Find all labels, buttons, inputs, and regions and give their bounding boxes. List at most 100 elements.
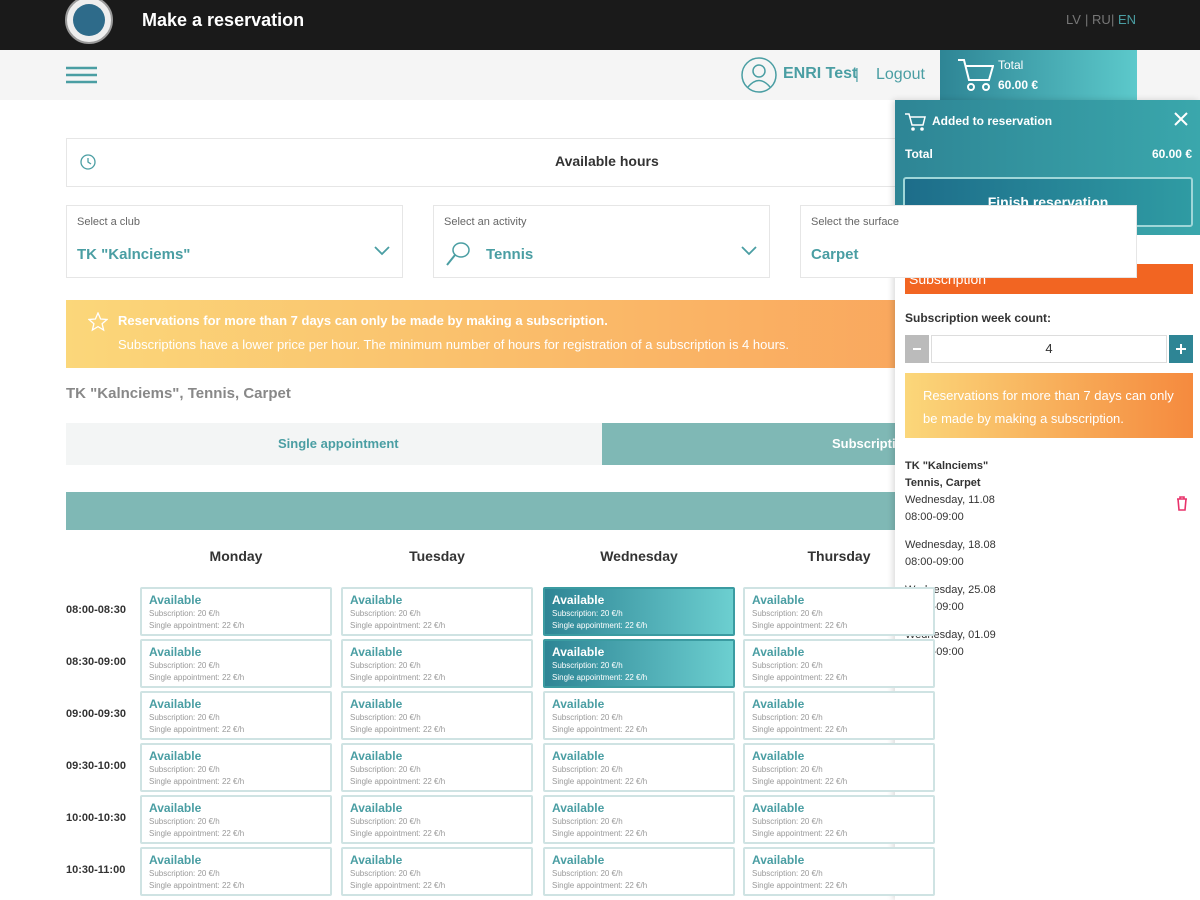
slot-price: Single appointment: 22 €/h xyxy=(350,673,446,682)
side-title: Added to reservation xyxy=(932,114,1053,128)
slot-price: Single appointment: 22 €/h xyxy=(752,829,848,838)
select[interactable]: Select the surface Carpet xyxy=(800,205,1137,278)
chevron xyxy=(741,246,757,256)
minus-button[interactable] xyxy=(905,335,929,363)
slot[interactable]: Available Subscription: 20 €/h Single appo… xyxy=(140,847,332,896)
slot[interactable]: Available Subscription: 20 €/h Single appo… xyxy=(543,743,735,792)
slot[interactable]: Available Subscription: 20 €/h Single appo… xyxy=(543,587,735,636)
slot-status: Available xyxy=(350,645,403,659)
slot[interactable]: Available Subscription: 20 €/h Single appo… xyxy=(140,587,332,636)
slot-status: Available xyxy=(752,853,805,867)
language-switch: LV | RU | EN xyxy=(1066,12,1166,32)
slot-status: Available xyxy=(552,853,605,867)
slot[interactable]: Available Subscription: 20 €/h Single appo… xyxy=(140,691,332,740)
slot[interactable]: Available Subscription: 20 €/h Single appo… xyxy=(341,587,533,636)
slot-status: Available xyxy=(350,593,403,607)
delete-button[interactable] xyxy=(1175,495,1189,511)
clock-icon xyxy=(80,154,96,170)
slot-status: Available xyxy=(752,801,805,815)
slot-price: Single appointment: 22 €/h xyxy=(552,777,648,786)
slot-price: Subscription: 20 €/h xyxy=(350,661,421,670)
slot-price: Subscription: 20 €/h xyxy=(350,609,421,618)
slot[interactable]: Available Subscription: 20 €/h Single appo… xyxy=(341,795,533,844)
slot[interactable]: Available Subscription: 20 €/h Single appo… xyxy=(341,743,533,792)
slot[interactable]: Available Subscription: 20 €/h Single appo… xyxy=(543,639,735,688)
select-value: TK "Kalnciems" xyxy=(77,246,191,263)
select[interactable]: Select a club TK "Kalnciems" xyxy=(66,205,403,278)
avatar xyxy=(741,57,777,93)
slot-status: Available xyxy=(149,853,202,867)
slot-price: Subscription: 20 €/h xyxy=(149,765,220,774)
lang-sep: | xyxy=(1085,12,1089,27)
header: Make a reservation LV | RU | EN xyxy=(0,0,1200,50)
slot-price: Subscription: 20 €/h xyxy=(552,713,623,722)
slot-price: Subscription: 20 €/h xyxy=(552,765,623,774)
slot-price: Subscription: 20 €/h xyxy=(149,817,220,826)
slot[interactable]: Available Subscription: 20 €/h Single appo… xyxy=(140,743,332,792)
slot[interactable]: Available Subscription: 20 €/h Single appo… xyxy=(743,795,935,844)
slot[interactable]: Available Subscription: 20 €/h Single appo… xyxy=(341,639,533,688)
slot-price: Subscription: 20 €/h xyxy=(552,869,623,878)
slot-price: Single appointment: 22 €/h xyxy=(350,725,446,734)
hours-title: Available hours xyxy=(555,153,659,169)
notice-line: Reservations for more than 7 days can on… xyxy=(118,313,608,328)
slot-status: Available xyxy=(149,801,202,815)
slot-price: Single appointment: 22 €/h xyxy=(350,829,446,838)
lang[interactable]: RU xyxy=(1092,12,1111,27)
slot[interactable]: Available Subscription: 20 €/h Single appo… xyxy=(140,639,332,688)
user-name: ENRI Test xyxy=(783,65,858,82)
slot[interactable]: Available Subscription: 20 €/h Single appo… xyxy=(543,691,735,740)
context: TK "Kalnciems", Tennis, Carpet xyxy=(66,385,291,402)
slot-price: Subscription: 20 €/h xyxy=(552,661,623,670)
plus-button[interactable] xyxy=(1169,335,1193,363)
close-button[interactable] xyxy=(1174,112,1188,126)
time-label: 08:30-09:00 xyxy=(66,656,126,668)
lang[interactable]: LV xyxy=(1066,12,1081,27)
slot-price: Subscription: 20 €/h xyxy=(752,713,823,722)
cart-icon xyxy=(905,113,926,131)
slot-price: Subscription: 20 €/h xyxy=(752,869,823,878)
slot[interactable]: Available Subscription: 20 €/h Single appo… xyxy=(341,847,533,896)
total-label: Total xyxy=(905,147,933,161)
slot[interactable]: Available Subscription: 20 €/h Single appo… xyxy=(140,795,332,844)
slot[interactable]: Available Subscription: 20 €/h Single appo… xyxy=(743,847,935,896)
slot-status: Available xyxy=(350,697,403,711)
date-day: Wednesday, 11.08 xyxy=(905,494,995,506)
tab[interactable]: Single appointment xyxy=(66,423,602,465)
chevron xyxy=(374,246,390,256)
slot-price: Single appointment: 22 €/h xyxy=(752,777,848,786)
user-sep: | xyxy=(855,66,859,83)
slot-price: Subscription: 20 €/h xyxy=(752,661,823,670)
menu-button[interactable] xyxy=(66,66,98,84)
slot-status: Available xyxy=(752,749,805,763)
slot-status: Available xyxy=(350,853,403,867)
select-label: Select a club xyxy=(77,216,140,228)
logout[interactable]: Logout xyxy=(876,66,925,83)
cart-icon xyxy=(958,59,994,91)
slot-price: Single appointment: 22 €/h xyxy=(752,725,848,734)
slot-price: Subscription: 20 €/h xyxy=(149,661,220,670)
slot[interactable]: Available Subscription: 20 €/h Single appo… xyxy=(543,847,735,896)
racket-icon xyxy=(446,242,470,266)
slot[interactable]: Available Subscription: 20 €/h Single appo… xyxy=(743,587,935,636)
slot-price: Single appointment: 22 €/h xyxy=(752,881,848,890)
slot-price: Single appointment: 22 €/h xyxy=(552,673,648,682)
select[interactable]: Select an activity Tennis xyxy=(433,205,770,278)
slot-price: Single appointment: 22 €/h xyxy=(149,725,245,734)
select-label: Select the surface xyxy=(811,216,900,228)
slot[interactable]: Available Subscription: 20 €/h Single appo… xyxy=(743,743,935,792)
slot-price: Subscription: 20 €/h xyxy=(350,765,421,774)
slot[interactable]: Available Subscription: 20 €/h Single appo… xyxy=(743,639,935,688)
slot[interactable]: Available Subscription: 20 €/h Single appo… xyxy=(543,795,735,844)
cart-button[interactable]: Total 60.00 € xyxy=(940,50,1137,100)
slot-price: Subscription: 20 €/h xyxy=(752,817,823,826)
lang[interactable]: EN xyxy=(1118,12,1137,27)
slot[interactable]: Available Subscription: 20 €/h Single appo… xyxy=(743,691,935,740)
slot-status: Available xyxy=(149,593,202,607)
cart-label: Total xyxy=(998,58,1024,72)
slot-price: Single appointment: 22 €/h xyxy=(149,881,245,890)
slot[interactable]: Available Subscription: 20 €/h Single appo… xyxy=(341,691,533,740)
slot-price: Single appointment: 22 €/h xyxy=(350,777,446,786)
slot-price: Single appointment: 22 €/h xyxy=(149,777,245,786)
week-count-input[interactable]: 4 xyxy=(931,335,1167,363)
